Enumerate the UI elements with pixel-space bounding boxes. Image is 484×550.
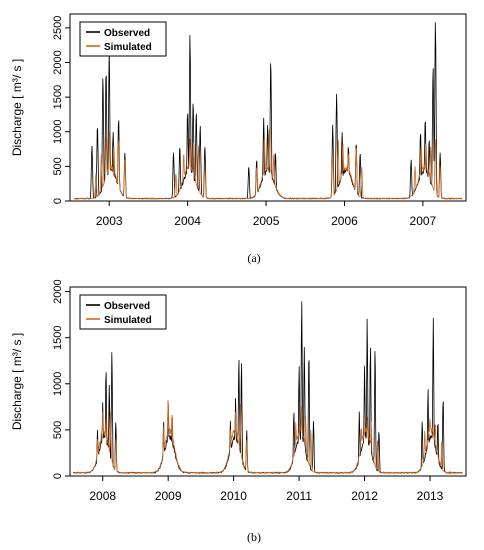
plot-frame <box>69 286 467 477</box>
plot-frame <box>69 13 467 202</box>
series-line-simulated <box>73 400 463 475</box>
legend: Observed Simulated <box>79 21 167 57</box>
y-tick-label: 500 <box>52 421 64 439</box>
x-tick-label: 2013 <box>417 489 444 503</box>
x-tick-label: 2003 <box>96 214 123 228</box>
chart-panel-a: 0 500 1000 1500 2000 2500 2003 2004 2005 2006 2007… <box>10 13 467 265</box>
y-tick-label: 2500 <box>52 16 64 40</box>
y-tick-label: 1500 <box>52 325 64 349</box>
legend-box <box>79 294 167 330</box>
series-line-simulated <box>73 129 463 200</box>
y-tick-label: 1500 <box>52 85 64 109</box>
legend: Observed Simulated <box>79 294 167 330</box>
y-tick-label: 2000 <box>52 50 64 74</box>
y-axis-label: Discharge [ m³/ s ] <box>10 333 24 430</box>
legend-box <box>79 21 167 57</box>
x-tick-label: 2009 <box>155 489 182 503</box>
x-tick-label: 2010 <box>220 489 247 503</box>
y-tick-label: 1000 <box>52 119 64 143</box>
y-tick-label: 0 <box>52 198 64 204</box>
legend-label-observed: Observed <box>104 301 150 312</box>
y-tick-label: 500 <box>52 157 64 175</box>
y-tick-label: 0 <box>52 473 64 479</box>
x-tick-label: 2012 <box>351 489 378 503</box>
x-tick-label: 2011 <box>286 489 312 503</box>
x-tick-label: 2005 <box>253 214 280 228</box>
panel-caption: (b) <box>247 530 261 544</box>
legend-label-simulated: Simulated <box>104 315 152 326</box>
legend-label-observed: Observed <box>104 28 150 39</box>
x-tick-label: 2008 <box>89 489 116 503</box>
x-tick-label: 2007 <box>410 214 437 228</box>
y-axis-label: Discharge [ m³/ s ] <box>10 59 24 156</box>
y-tick-label: 2000 <box>52 279 64 303</box>
y-tick-label: 1000 <box>52 372 64 396</box>
x-tick-label: 2004 <box>174 214 201 228</box>
x-tick-label: 2006 <box>331 214 358 228</box>
chart-panel-b: 0 500 1000 1500 2000 2008 2009 2010 2011 2012 2013… <box>10 279 467 544</box>
legend-label-simulated: Simulated <box>104 42 152 53</box>
panel-caption: (a) <box>247 251 260 265</box>
